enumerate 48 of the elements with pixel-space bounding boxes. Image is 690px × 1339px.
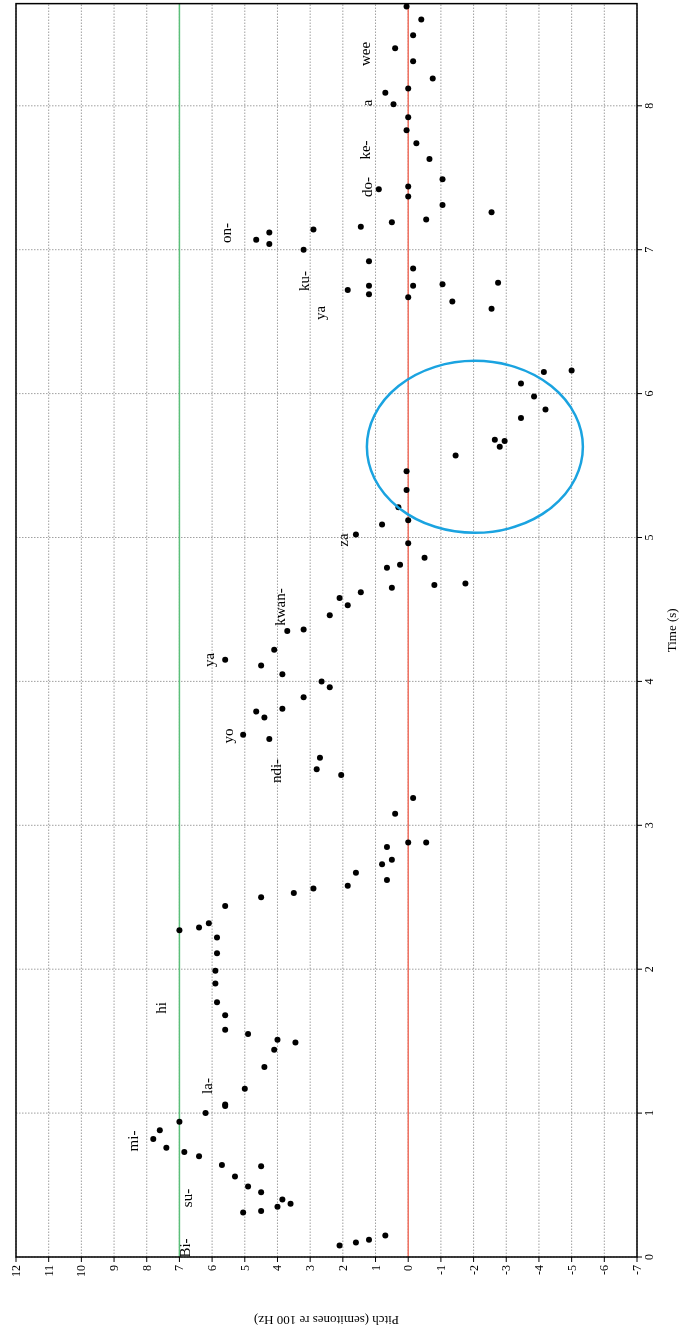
annotation: su- bbox=[179, 1188, 195, 1208]
annotation: ya bbox=[201, 652, 217, 668]
y-tick-label: 7 bbox=[642, 246, 656, 253]
x-tick-label: 10 bbox=[74, 1265, 89, 1277]
y-tick-label: 2 bbox=[642, 966, 656, 973]
x-tick-label: 3 bbox=[303, 1265, 318, 1271]
annotation: la- bbox=[199, 1078, 215, 1094]
annotation: hi bbox=[153, 1002, 169, 1014]
x-tick-label: -4 bbox=[531, 1265, 546, 1275]
x-tick-label: 8 bbox=[139, 1265, 154, 1271]
x-tick-label: -6 bbox=[597, 1265, 612, 1275]
x-tick-label: 5 bbox=[237, 1265, 252, 1271]
y-tick-label: 1 bbox=[642, 1110, 656, 1117]
y-tick-label: 3 bbox=[642, 822, 656, 829]
y-tick-label: 6 bbox=[642, 390, 656, 397]
x-tick-label: 1 bbox=[368, 1265, 383, 1271]
x-tick-label: 11 bbox=[41, 1265, 56, 1277]
x-tick-label: -3 bbox=[499, 1265, 514, 1275]
y-axis-title: Time (s) bbox=[663, 608, 679, 653]
x-tick-label: -7 bbox=[630, 1265, 644, 1275]
y-tick-label: 8 bbox=[642, 102, 656, 109]
annotation: ndi- bbox=[268, 758, 284, 784]
annotation: za bbox=[335, 533, 351, 547]
y-tick-label: 0 bbox=[642, 1254, 656, 1260]
x-tick-label: 7 bbox=[172, 1265, 187, 1271]
x-tick-label: 6 bbox=[205, 1265, 220, 1271]
annotation: on- bbox=[218, 223, 234, 243]
x-tick-label: -2 bbox=[466, 1265, 481, 1275]
x-tick-label: 12 bbox=[9, 1265, 23, 1277]
annotation: ku- bbox=[296, 271, 312, 291]
annotation: mi- bbox=[125, 1130, 141, 1152]
annotation: Bi- bbox=[177, 1238, 193, 1258]
y-tick-label: 5 bbox=[642, 534, 656, 541]
annotation: a bbox=[359, 99, 375, 107]
x-tick-label: -5 bbox=[564, 1265, 579, 1275]
x-axis-title: Pitch (semitones re 100 Hz) bbox=[253, 1312, 400, 1328]
annotation: yo bbox=[220, 728, 236, 744]
x-tick-label: 9 bbox=[107, 1265, 122, 1271]
annotation: ya bbox=[312, 305, 328, 321]
y-tick-label: 4 bbox=[642, 678, 656, 685]
annotation: ke- bbox=[357, 140, 373, 160]
x-tick-label: 2 bbox=[335, 1265, 350, 1271]
x-tick-label: 4 bbox=[270, 1265, 285, 1271]
x-tick-label: 0 bbox=[401, 1265, 416, 1271]
annotation: kwan- bbox=[272, 588, 288, 626]
x-tick-label: -1 bbox=[433, 1265, 448, 1275]
annotation: wee bbox=[357, 41, 373, 67]
annotation: do- bbox=[359, 177, 375, 197]
